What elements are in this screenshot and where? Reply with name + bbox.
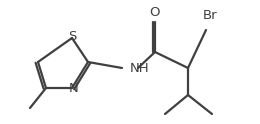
- Text: NH: NH: [130, 62, 150, 76]
- Text: O: O: [150, 6, 160, 19]
- Text: Br: Br: [203, 9, 217, 22]
- Text: S: S: [68, 31, 76, 44]
- Text: N: N: [69, 82, 79, 95]
